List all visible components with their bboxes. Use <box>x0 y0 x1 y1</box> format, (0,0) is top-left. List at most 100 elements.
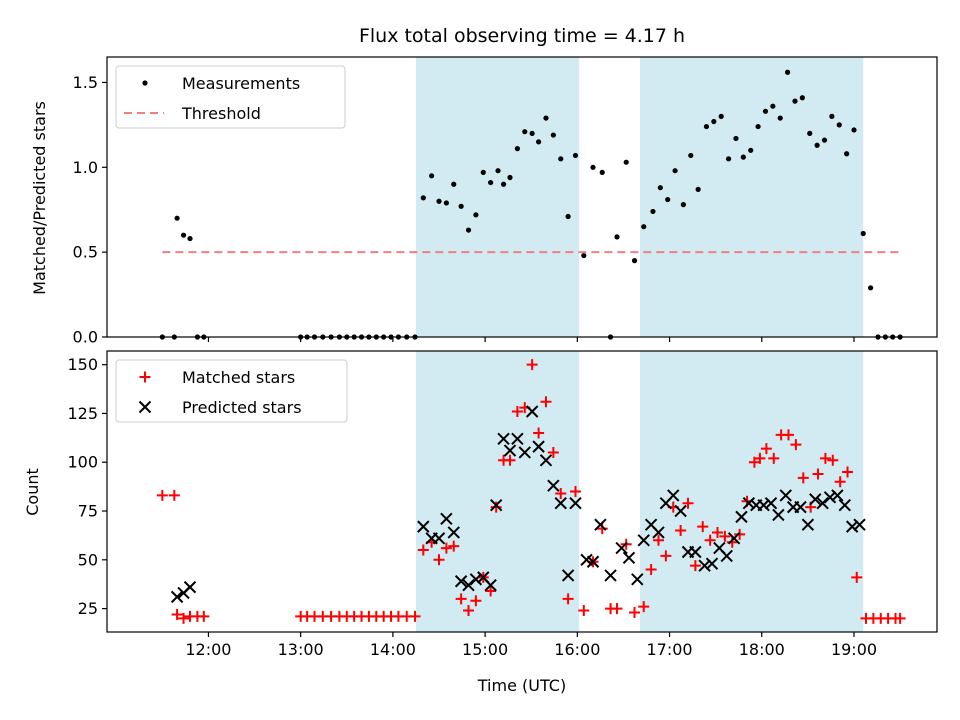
predicted-stars-point <box>838 498 851 512</box>
legend-label: Matched stars <box>182 368 295 387</box>
matched-stars-point <box>198 610 210 622</box>
measurements-point <box>480 169 486 175</box>
predicted-stars-point <box>518 446 531 459</box>
predicted-stars-point <box>183 580 197 594</box>
measurements-point <box>703 123 710 130</box>
measurements-point <box>458 203 464 209</box>
measurements-point <box>688 152 694 159</box>
top-y-axis-label: Matched/Predicted stars <box>30 101 49 295</box>
predicted-stars-point <box>772 508 785 522</box>
matched-stars-point <box>783 429 795 441</box>
measurements-point <box>851 127 857 133</box>
predicted-stars-point <box>586 555 600 568</box>
matched-stars-point <box>526 359 538 371</box>
top-shaded-span-1 <box>415 57 580 337</box>
x-tick-label: 19:00 <box>831 640 877 659</box>
measurements-point <box>829 113 835 119</box>
top-shaded-span-2 <box>640 57 864 337</box>
matched-stars-point <box>511 405 523 417</box>
measurements-point <box>514 146 520 152</box>
predicted-stars-point <box>764 497 778 510</box>
top-y-tick-label: 1.5 <box>73 73 98 92</box>
measurements-point <box>187 235 193 242</box>
measurements-point <box>550 132 556 138</box>
top-y-tick-label: 0.0 <box>73 328 98 347</box>
measurements-point <box>180 232 187 238</box>
measurements-point <box>558 156 564 162</box>
measurements-point <box>543 115 549 121</box>
predicted-stars-point <box>667 489 680 502</box>
measurements-point <box>536 139 542 145</box>
x-tick-label: 18:00 <box>739 640 785 659</box>
matched-stars-point <box>433 554 445 566</box>
measurements-point <box>614 234 620 240</box>
matched-stars-point <box>726 536 738 548</box>
matched-stars-point <box>834 476 846 488</box>
measurements-point <box>770 103 776 109</box>
predicted-stars-point <box>554 497 567 510</box>
predicted-stars-point <box>503 444 517 457</box>
legend-label: Predicted stars <box>182 398 302 417</box>
measurements-point <box>451 181 457 187</box>
matched-stars-point <box>178 612 190 624</box>
measurements-point <box>785 69 791 75</box>
matched-stars-point <box>156 489 168 501</box>
x-tick-label: 15:00 <box>462 640 508 659</box>
predicted-stars-point <box>454 575 468 588</box>
matched-stars-point <box>660 550 672 562</box>
predicted-stars-point <box>547 479 560 492</box>
measurements-point <box>665 196 671 203</box>
matched-stars-point <box>448 540 460 552</box>
matched-stars-point <box>638 601 650 613</box>
matched-stars-point <box>555 487 567 499</box>
matched-stars-point <box>562 593 574 605</box>
measurements-point <box>725 156 732 162</box>
measurements-point <box>799 95 805 101</box>
predicted-stars-point <box>631 573 644 586</box>
matched-stars-point <box>569 486 581 497</box>
predicted-stars-point <box>525 405 539 418</box>
predicted-stars-point <box>447 526 460 539</box>
predicted-stars-point <box>489 498 503 512</box>
legend-matched-swatch <box>139 371 151 383</box>
bottom-shaded-span-2 <box>640 351 864 632</box>
matched-stars-point <box>629 606 641 618</box>
matched-stars-point <box>819 452 831 464</box>
matched-stars-point <box>768 452 780 464</box>
matched-stars-point <box>675 525 687 537</box>
x-tick-label: 12:00 <box>185 640 231 659</box>
measurements-point <box>529 130 535 136</box>
predicted-stars-point <box>735 510 748 524</box>
measurements-point <box>814 142 820 148</box>
predicted-stars-point <box>823 491 837 504</box>
matched-stars-point <box>894 612 906 624</box>
legend-box <box>115 65 346 129</box>
bottom-y-tick-label: 50 <box>78 550 98 569</box>
measurements-point <box>623 159 629 165</box>
matched-stars-point <box>827 454 839 466</box>
measurements-point <box>807 130 813 136</box>
matched-stars-point <box>697 521 709 533</box>
matched-stars-point <box>652 534 664 546</box>
matched-stars-point <box>440 542 452 554</box>
predicted-stars-point <box>674 504 687 518</box>
bottom-y-tick-label: 75 <box>78 502 98 521</box>
matched-stars-point <box>596 523 608 535</box>
predicted-stars-point <box>816 497 829 510</box>
measurements-point <box>680 202 686 208</box>
measurements-point <box>590 164 596 170</box>
predicted-stars-point <box>794 500 807 514</box>
measurements-point <box>821 137 828 143</box>
matched-stars-point <box>812 468 824 480</box>
matched-stars-point <box>719 530 731 542</box>
matched-stars-point <box>689 560 701 572</box>
measurements-point <box>420 195 426 201</box>
matched-stars-point <box>485 585 497 597</box>
measurements-point <box>755 123 761 130</box>
bottom-panel: Time (UTC) Count 25 50 75 100 125 150 12:00 13:… <box>23 350 938 695</box>
x-axis-label: Time (UTC) <box>477 676 566 695</box>
measurements-point <box>572 152 579 159</box>
matched-stars-point <box>540 396 552 408</box>
measurements-point <box>672 168 678 174</box>
predicted-stars-point <box>484 578 497 592</box>
